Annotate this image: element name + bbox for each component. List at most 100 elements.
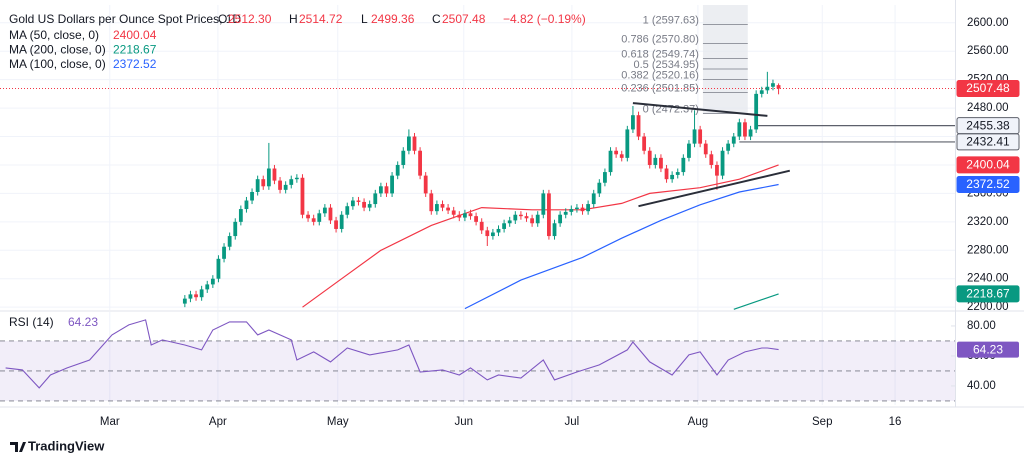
candle-body (771, 83, 775, 87)
x-tick-label: Jul (565, 416, 580, 428)
moving-average-line (733, 293, 779, 310)
ma-legend-value: 2372.52 (113, 57, 157, 71)
ma-legend-value: 2400.04 (113, 28, 157, 42)
candle-body (373, 193, 378, 205)
candle-body (446, 207, 450, 211)
candle-body (608, 150, 613, 173)
fib-level-label: 0.382 (2520.16) (621, 69, 699, 81)
candle-body (754, 93, 759, 130)
trendline (638, 169, 791, 208)
candle-body (502, 223, 507, 229)
candle-body (272, 168, 277, 181)
candle-body (631, 115, 635, 130)
candle-body (552, 223, 557, 237)
ohlc-value: 2512.30 (228, 12, 272, 26)
y-tick-label: 2240.00 (967, 273, 1009, 285)
price-tag-label: 2218.67 (966, 287, 1010, 301)
candle-body (423, 175, 428, 194)
price-tag-label: 2455.38 (966, 118, 1010, 132)
candle-body (222, 246, 226, 259)
candle-body (255, 179, 260, 192)
candle-body (569, 209, 574, 212)
candle-body (765, 86, 770, 91)
candle-body (580, 207, 585, 212)
candle-body (776, 85, 781, 89)
candle-body (300, 177, 305, 215)
candle-body (283, 184, 288, 190)
tradingview-logo: TradingView (10, 438, 105, 453)
candle-body (216, 258, 221, 279)
price-tag (956, 285, 1020, 303)
candle-body (306, 214, 310, 219)
ohlc-value: 2507.48 (442, 12, 486, 26)
chart-title: Gold US Dollars per Ounce Spot Prices, 1… (9, 12, 241, 26)
candle-body (434, 204, 439, 212)
candle-body (350, 200, 355, 207)
fib-level-label: 0.786 (2570.80) (621, 33, 699, 45)
candle-body (244, 200, 249, 210)
fib-level-label: 0.5 (2534.95) (634, 59, 699, 71)
candle-body (479, 221, 484, 231)
brand-name: TradingView (28, 438, 105, 453)
candle-body (709, 154, 714, 165)
candle-body (519, 214, 523, 217)
ma-legend-name: MA (50, close, 0) (9, 28, 99, 42)
candle-body (429, 193, 434, 212)
rsi-legend-value: 64.23 (68, 315, 98, 329)
candle-body (530, 218, 535, 224)
candle-body (356, 200, 361, 202)
candle-body (227, 236, 232, 247)
candle-body (462, 213, 467, 218)
candle-body (720, 150, 725, 176)
candle-body (205, 284, 210, 290)
candle-body (474, 216, 478, 222)
candle-body (485, 230, 490, 237)
fib-level-label: 0.618 (2549.74) (621, 48, 699, 60)
ohlc-key: H (289, 12, 298, 26)
candle-body (675, 172, 680, 175)
price-tag (956, 176, 1020, 194)
candle-body (384, 186, 389, 194)
y-tick-label: 2200.00 (967, 301, 1009, 313)
candle-body (547, 193, 551, 237)
rsi-tick-label: 40.00 (967, 380, 996, 392)
candle-body (737, 122, 742, 137)
candle-body (759, 90, 764, 94)
ohlc-key: C (432, 12, 441, 26)
candle-body (266, 168, 271, 187)
y-tick-label: 2280.00 (967, 244, 1009, 256)
candle-body (670, 174, 675, 180)
candle-body (194, 294, 198, 298)
rsi-legend-name: RSI (14) (9, 315, 54, 329)
candle-body (210, 278, 215, 285)
y-tick-label: 2480.00 (967, 102, 1009, 114)
x-tick-label: Mar (100, 416, 120, 428)
x-tick-label: Jun (455, 416, 474, 428)
candle-body (395, 164, 400, 176)
candle-body (334, 220, 338, 229)
candle-body (625, 129, 630, 158)
candle-body (457, 214, 462, 218)
ohlc-key: L (361, 12, 368, 26)
candle-body (541, 193, 546, 215)
x-tick-label: 16 (889, 416, 902, 428)
candle-body (406, 136, 411, 151)
candle-body (250, 191, 254, 201)
candle-body (188, 294, 193, 299)
candle-body (698, 129, 703, 144)
y-tick-label: 2560.00 (967, 45, 1009, 57)
candle-body (491, 232, 495, 237)
price-tag-label: 2372.52 (966, 177, 1010, 191)
candle-body (563, 211, 568, 215)
candle-body (603, 172, 607, 183)
candle-body (619, 154, 624, 158)
candle-body (278, 180, 282, 190)
rsi-tag (957, 341, 1019, 358)
candle-body (614, 150, 619, 155)
candle-body (289, 179, 294, 185)
price-panel: 1 (2597.63) 0.786 (2570.80) 0.618 (2549.74… (0, 5, 955, 310)
candle-body (328, 207, 333, 221)
candle-body (681, 157, 686, 173)
ohlc-value: 2499.36 (371, 12, 415, 26)
